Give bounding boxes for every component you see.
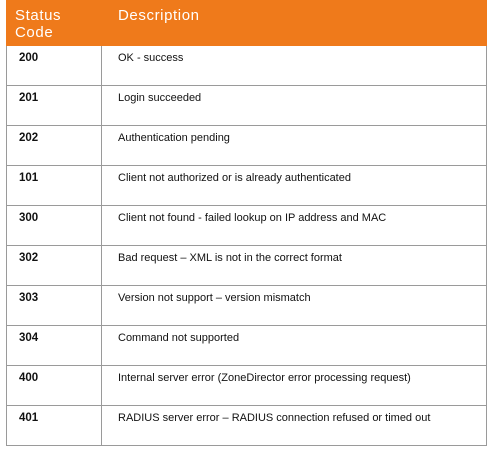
- description-header: Description: [101, 0, 487, 46]
- status-code-cell: 400: [6, 365, 102, 406]
- table-row: 200 OK - success: [6, 45, 487, 86]
- header-row: Status Code Description: [6, 0, 487, 46]
- status-code-cell: 302: [6, 245, 102, 286]
- status-code-cell: 202: [6, 125, 102, 166]
- table-row: 304 Command not supported: [6, 325, 487, 366]
- table-row: 201 Login succeeded: [6, 85, 487, 126]
- status-code-cell: 200: [6, 45, 102, 86]
- status-code-cell: 201: [6, 85, 102, 126]
- status-code-header-line1: Status: [15, 7, 62, 24]
- table-row: 202 Authentication pending: [6, 125, 487, 166]
- description-cell: Authentication pending: [101, 125, 487, 166]
- status-code-cell: 401: [6, 405, 102, 446]
- table-row: 400 Internal server error (ZoneDirector …: [6, 365, 487, 406]
- table-row: 101 Client not authorized or is already …: [6, 165, 487, 206]
- description-cell: Version not support – version mismatch: [101, 285, 487, 326]
- description-cell: Bad request – XML is not in the correct …: [101, 245, 487, 286]
- status-code-cell: 300: [6, 205, 102, 246]
- status-code-header: Status Code: [6, 0, 102, 46]
- status-code-cell: 304: [6, 325, 102, 366]
- description-cell: Client not authorized or is already auth…: [101, 165, 487, 206]
- description-cell: Command not supported: [101, 325, 487, 366]
- description-cell: Client not found - failed lookup on IP a…: [101, 205, 487, 246]
- table-header: Status Code Description: [6, 0, 487, 46]
- status-code-cell: 303: [6, 285, 102, 326]
- table-body: 200 OK - success 201 Login succeeded 202…: [6, 45, 487, 446]
- table-row: 303 Version not support – version mismat…: [6, 285, 487, 326]
- table-row: 300 Client not found - failed lookup on …: [6, 205, 487, 246]
- description-cell: Login succeeded: [101, 85, 487, 126]
- status-code-header-line2: Code: [15, 24, 54, 41]
- description-cell: OK - success: [101, 45, 487, 86]
- status-code-table: Status Code Description 200 OK - success…: [6, 0, 487, 446]
- table-row: 401 RADIUS server error – RADIUS connect…: [6, 405, 487, 446]
- status-code-cell: 101: [6, 165, 102, 206]
- description-cell: RADIUS server error – RADIUS connection …: [101, 405, 487, 446]
- description-cell: Internal server error (ZoneDirector erro…: [101, 365, 487, 406]
- table-row: 302 Bad request – XML is not in the corr…: [6, 245, 487, 286]
